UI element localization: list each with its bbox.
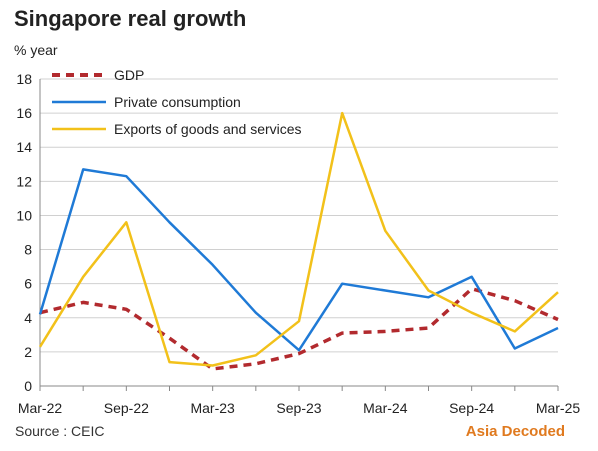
x-tick-label: Sep-23	[276, 400, 321, 416]
x-tick-label: Sep-24	[449, 400, 494, 416]
y-tick-label: 8	[24, 242, 32, 258]
y-tick-label: 12	[16, 173, 32, 189]
series-line-0	[39, 287, 559, 371]
x-axis-ticks: Mar-22 Sep-22 Mar-23 Sep-23 Mar-24 Sep-24 Mar-…	[18, 386, 581, 416]
x-tick-label: Mar-25	[536, 400, 581, 416]
x-tick-label: Mar-24	[363, 400, 408, 416]
legend-label: GDP	[114, 67, 144, 83]
y-tick-label: 18	[16, 71, 32, 87]
y-tick-label: 6	[24, 276, 32, 292]
legend: GDP Private consumption Exports of goods a…	[52, 67, 302, 137]
y-tick-label: 14	[16, 139, 32, 155]
source-note: Source : CEIC	[15, 423, 105, 439]
x-tick-label: Sep-22	[104, 400, 149, 416]
x-tick-label: Mar-23	[190, 400, 235, 416]
y-tick-label: 10	[16, 207, 32, 223]
brand-logo-text: Asia Decoded	[465, 423, 565, 440]
y-tick-label: 16	[16, 105, 32, 121]
legend-label: Private consumption	[114, 94, 241, 110]
y-tick-label: 2	[24, 344, 32, 360]
series-line-1	[38, 168, 559, 352]
legend-label: Exports of goods and services	[114, 121, 302, 137]
x-tick-label: Mar-22	[18, 400, 63, 416]
series-lines	[38, 111, 559, 371]
y-axis-unit-label: % year	[14, 42, 58, 58]
series-line-2	[38, 111, 559, 367]
y-axis-ticks: 0 2 4 6 8 10 12 14 16 18	[16, 71, 32, 394]
chart-title: Singapore real growth	[14, 6, 247, 31]
y-tick-label: 4	[24, 310, 32, 326]
y-tick-label: 0	[24, 378, 32, 394]
